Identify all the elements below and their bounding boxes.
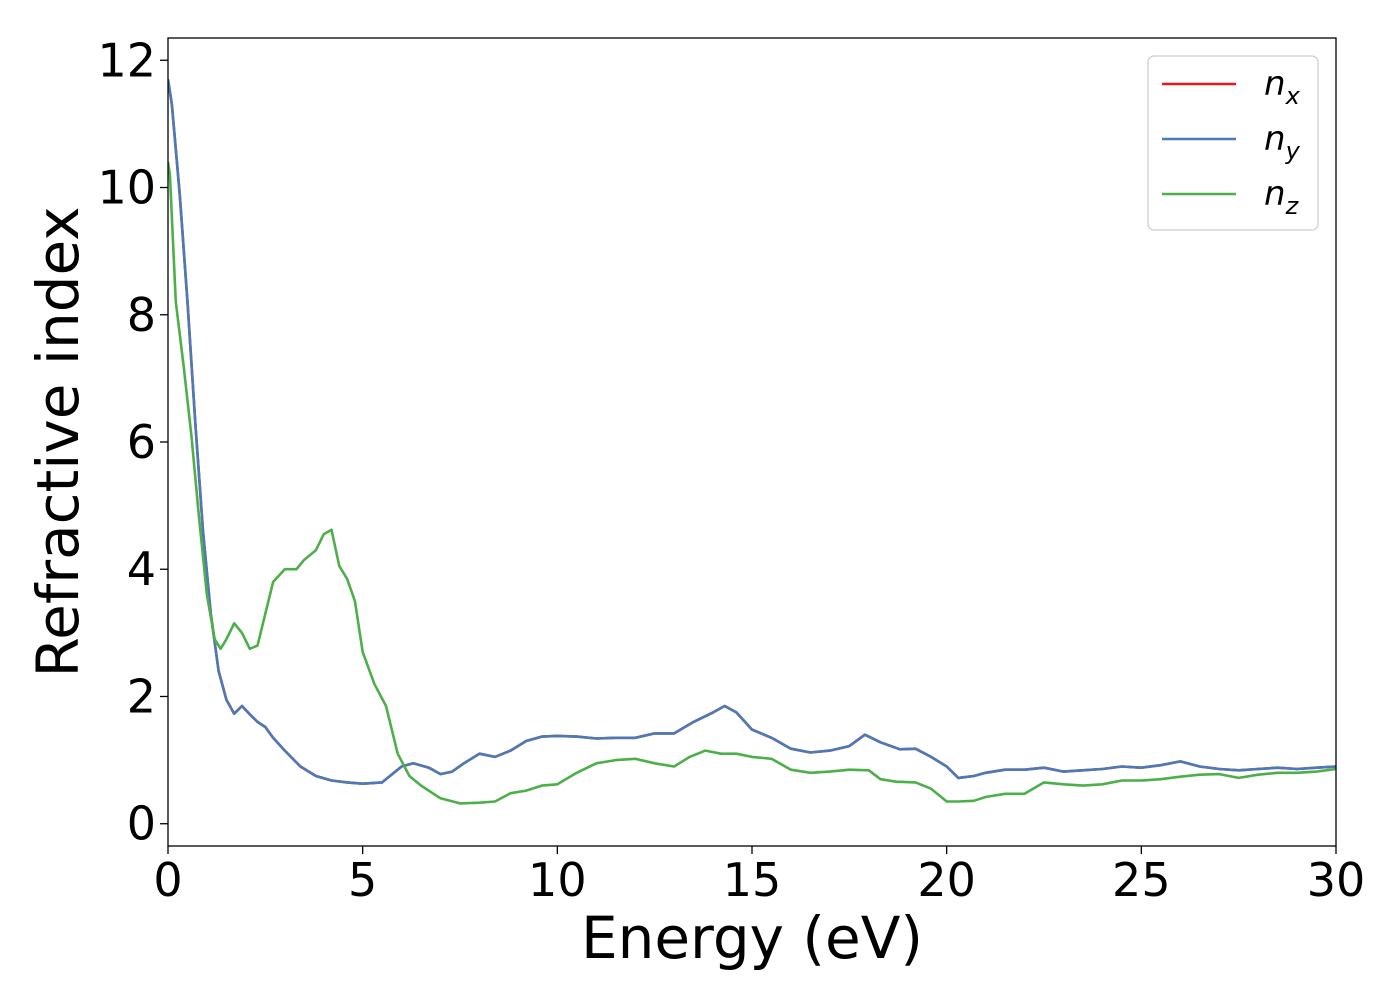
series-line-ny (168, 79, 1336, 786)
x-tick-label: 0 (153, 853, 182, 907)
y-tick-label: 2 (127, 669, 156, 723)
legend-label-nx: nx (1264, 64, 1301, 110)
y-tick-label: 10 (97, 161, 156, 215)
x-tick-label: 15 (723, 853, 782, 907)
x-tick-label: 25 (1112, 853, 1171, 907)
y-axis-label: Refractive index (24, 206, 92, 677)
series-layer (168, 79, 1336, 805)
legend-box (1147, 55, 1319, 231)
x-axis-label: Energy (eV) (581, 904, 923, 972)
series-line-nz (168, 161, 1336, 805)
x-tick-label: 5 (348, 853, 377, 907)
y-tick-label: 4 (127, 542, 156, 596)
x-tick-label: 30 (1307, 853, 1366, 907)
legend: nx ny nz (1147, 55, 1319, 231)
legend-label-ny: ny (1264, 119, 1301, 165)
y-tick-label: 0 (127, 797, 156, 851)
y-axis-ticks: 0 2 4 6 8 10 12 (97, 33, 168, 851)
legend-label-nz: nz (1264, 174, 1300, 220)
x-axis-ticks: 0 5 10 15 20 25 30 (153, 846, 1365, 907)
y-tick-label: 12 (97, 33, 156, 87)
y-tick-label: 6 (127, 415, 156, 469)
x-tick-label: 20 (917, 853, 976, 907)
x-tick-label: 10 (528, 853, 587, 907)
y-tick-label: 8 (127, 288, 156, 342)
